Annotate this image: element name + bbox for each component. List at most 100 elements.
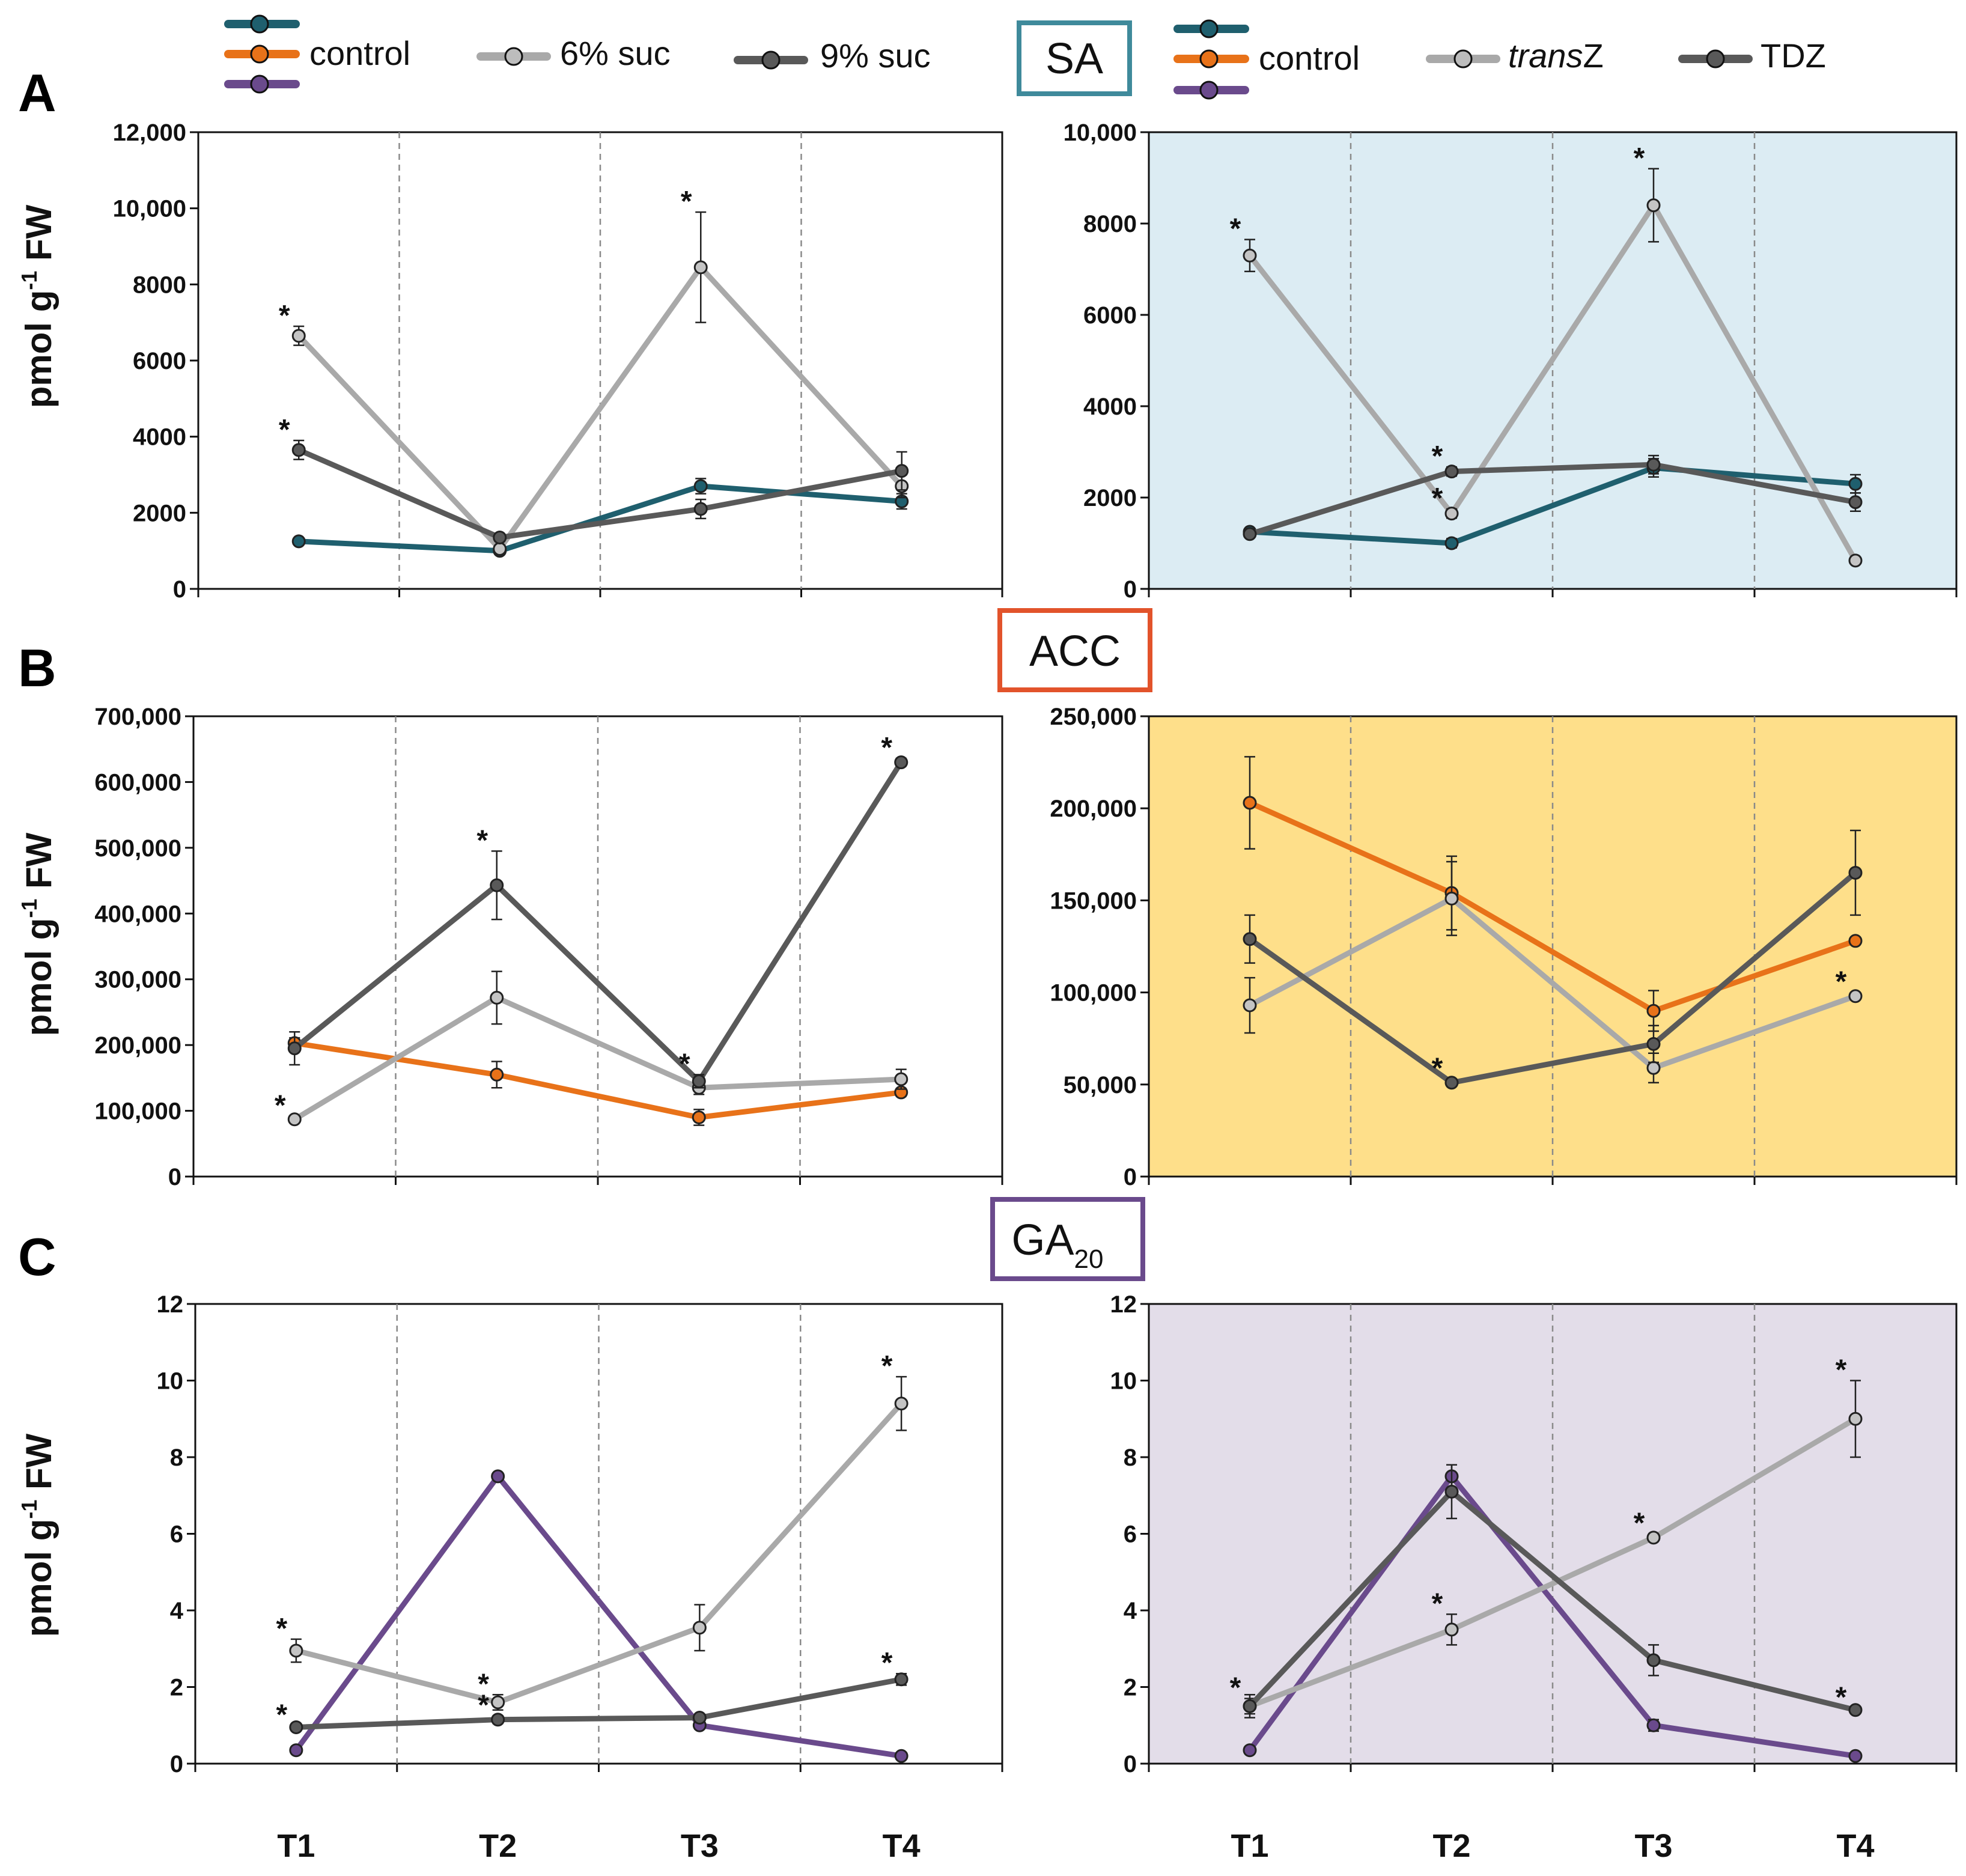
series-line-transz [1247,1416,1858,1709]
y-tick-label: 50,000 [1064,1072,1137,1098]
data-point [490,990,504,1005]
data-point [1848,553,1863,568]
panel-letter-b: B [18,638,56,698]
legend-control-label: control [309,34,410,72]
data-point [1243,1699,1257,1713]
y-tick-label: 8 [1124,1445,1137,1471]
data-point [1848,865,1863,880]
chart-sa-right: 0 2000 4000 6000 8000 10,000 * * * * [1064,120,1958,603]
x-tick-label: T1 [277,1828,315,1864]
series-line-6-suc [291,994,904,1122]
ylabel-b: pmol g-1 FW [17,832,59,1036]
data-point [1243,527,1257,541]
y-tick-label: 0 [1124,576,1137,603]
data-point [1646,457,1661,472]
data-point [291,443,306,457]
significance-star: * [1836,966,1847,998]
data-point [289,1720,303,1734]
series-line-control [296,483,905,554]
data-point [894,755,908,770]
data-point [1646,198,1661,213]
panel-letter-a: A [18,63,56,123]
data-point [491,1695,505,1710]
significance-star: * [276,1699,288,1731]
data-point [1848,989,1863,1003]
legend-marker-9suc [761,50,781,70]
data-point [693,502,708,516]
ylabel-c-exp: -1 [17,1500,41,1519]
significance-star: * [1432,440,1443,472]
significance-star: * [478,1668,489,1700]
data-point [1646,1061,1661,1075]
chart-ga20-right: 0 2 4 6 8 10 12 T1 T2 T3 T4 * * * * * [1110,1291,1958,1864]
panel-letter-c: C [18,1227,56,1287]
legend-left: control 6% suc 9% suc [224,14,931,94]
y-tick-label: 4000 [133,424,186,451]
data-point [291,329,306,343]
significance-star: * [1432,483,1443,514]
significance-star: * [476,824,488,856]
series-line-transz [1247,895,1858,1071]
significance-star: * [275,1089,286,1121]
legend-transz-rest: Z [1583,37,1604,75]
significance-star: * [1432,1053,1443,1085]
significance-star: * [279,414,290,446]
data-point [1444,1484,1459,1499]
legend-transz-italic: trans [1508,37,1583,75]
y-tick-label: 100,000 [1050,980,1137,1007]
acc-label: ACC [1029,627,1121,675]
series-line-control [1247,1473,1858,1759]
data-point [1243,1743,1257,1758]
data-point [692,1074,706,1088]
ylabel-b-rest: FW [19,832,59,898]
legend-marker-tdz [1706,49,1725,69]
y-tick-label: 10,000 [1064,120,1137,146]
legend-marker-6suc [504,47,523,66]
significance-star: * [1230,213,1241,245]
x-tick-label: T3 [1634,1828,1672,1864]
y-tick-label: 0 [1124,1751,1137,1777]
y-tick-label: 150,000 [1050,888,1137,914]
legend-9suc-label: 9% suc [820,37,931,75]
series-line-tdz [1247,1488,1858,1713]
sa-label: SA [1045,35,1103,83]
ylabel-b-main: pmol g [19,918,59,1037]
y-tick-label: 10 [1110,1368,1137,1395]
significance-star: * [1634,1508,1645,1539]
data-point [289,1643,303,1658]
legend-transz-label: transZ [1508,37,1604,75]
data-point [1848,1749,1863,1763]
data-point [289,1743,303,1758]
series-line-control [1247,800,1858,1014]
ylabel-c: pmol g-1 FW [17,1433,59,1637]
data-point [287,1041,302,1056]
data-point [1444,507,1459,521]
significance-star: * [881,732,892,764]
legend-marker-orange [250,44,269,64]
ga20-box-frame [990,1197,1145,1281]
ylabel-b-text: pmol g-1 FW [17,832,59,1036]
y-tick-label: 2000 [133,500,186,526]
ylabel-a-main: pmol g [19,290,59,409]
ylabel-c-text: pmol g-1 FW [17,1433,59,1637]
legend-marker-transz [1453,49,1473,69]
y-tick-label: 4000 [1083,394,1137,420]
x-tick-label: T2 [479,1828,517,1864]
acc-box-frame [997,608,1152,692]
data-point [493,531,507,544]
series-line-tdz [1247,461,1858,537]
data-point [1848,477,1863,491]
significance-star: * [881,1350,893,1382]
y-tick-label: 4 [1124,1598,1137,1624]
data-point [1243,248,1257,263]
series-line-transz [1247,203,1858,564]
data-point [1646,1530,1661,1545]
legend-right-marker-teal [1199,19,1219,38]
y-tick-label: 12,000 [113,120,186,146]
y-tick-label: 250,000 [1050,704,1137,730]
data-point [693,479,708,493]
chart-acc-right: 0 50,000 100,000 150,000 200,000 250,000 * * [1050,704,1958,1190]
y-tick-label: 6000 [1083,302,1137,329]
data-point [491,1713,505,1727]
series-line-6-suc [293,1401,904,1705]
